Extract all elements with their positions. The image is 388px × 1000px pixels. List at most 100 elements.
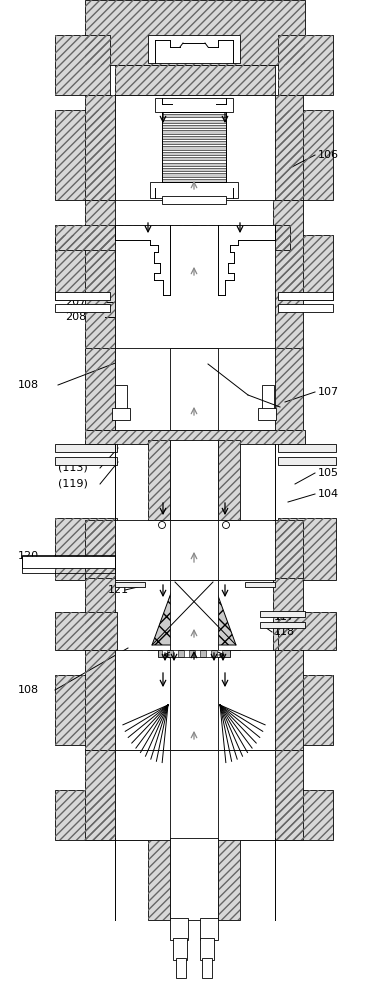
Bar bbox=[218, 440, 240, 520]
Bar bbox=[115, 225, 275, 350]
Text: 207: 207 bbox=[65, 297, 86, 307]
Bar bbox=[85, 750, 115, 840]
Bar bbox=[148, 838, 170, 920]
Bar bbox=[273, 750, 303, 840]
Bar bbox=[200, 938, 214, 960]
Bar bbox=[278, 304, 333, 312]
Bar bbox=[155, 98, 233, 112]
Bar bbox=[273, 520, 303, 580]
Bar bbox=[260, 622, 305, 628]
Bar bbox=[148, 650, 170, 750]
Bar bbox=[278, 35, 333, 95]
Bar bbox=[55, 292, 110, 300]
Bar bbox=[162, 168, 226, 171]
Bar bbox=[85, 0, 305, 65]
Bar bbox=[148, 35, 240, 63]
Bar bbox=[115, 750, 275, 840]
Bar bbox=[217, 650, 222, 657]
Bar bbox=[278, 292, 333, 300]
Bar bbox=[85, 650, 115, 750]
Bar bbox=[85, 520, 115, 580]
Bar bbox=[173, 938, 187, 960]
Bar bbox=[148, 750, 170, 840]
Bar bbox=[115, 520, 275, 580]
Bar bbox=[162, 650, 167, 657]
Bar bbox=[85, 95, 115, 200]
Text: (113): (113) bbox=[58, 463, 88, 473]
Bar bbox=[202, 958, 212, 978]
Text: (119): (119) bbox=[58, 479, 88, 489]
Bar bbox=[273, 750, 303, 840]
Text: 108: 108 bbox=[18, 380, 39, 390]
Bar bbox=[148, 650, 170, 750]
Bar bbox=[262, 385, 274, 410]
Bar bbox=[258, 408, 276, 420]
Text: 121: 121 bbox=[108, 585, 129, 595]
Bar bbox=[85, 348, 115, 430]
Bar bbox=[278, 612, 336, 650]
Bar bbox=[148, 440, 170, 520]
Bar bbox=[162, 152, 226, 155]
Bar bbox=[115, 348, 275, 430]
Bar bbox=[115, 65, 275, 95]
Bar bbox=[55, 518, 117, 580]
Bar bbox=[278, 518, 336, 580]
Circle shape bbox=[222, 522, 229, 528]
Bar bbox=[218, 520, 240, 580]
Polygon shape bbox=[152, 582, 236, 645]
Bar bbox=[162, 173, 226, 177]
Bar bbox=[158, 650, 230, 657]
Bar bbox=[162, 114, 226, 117]
Bar bbox=[170, 580, 218, 650]
Bar bbox=[55, 110, 110, 200]
Bar bbox=[85, 95, 115, 200]
Bar bbox=[278, 35, 333, 95]
Bar bbox=[112, 408, 130, 420]
Bar bbox=[148, 520, 170, 580]
Bar bbox=[148, 348, 170, 430]
Bar bbox=[55, 304, 110, 312]
Bar bbox=[162, 163, 226, 166]
Bar bbox=[273, 348, 303, 430]
Bar bbox=[173, 650, 178, 657]
Text: 106: 106 bbox=[318, 150, 339, 160]
Bar bbox=[22, 555, 115, 573]
Bar bbox=[85, 578, 115, 650]
Bar bbox=[85, 348, 115, 430]
Bar bbox=[55, 612, 117, 650]
Bar bbox=[278, 518, 336, 580]
Bar bbox=[273, 578, 303, 650]
Bar bbox=[170, 650, 218, 750]
Bar bbox=[55, 225, 290, 250]
Bar bbox=[55, 35, 110, 95]
Bar bbox=[278, 235, 333, 300]
Bar bbox=[218, 750, 240, 840]
Bar bbox=[162, 196, 226, 204]
Bar bbox=[195, 650, 200, 657]
Bar bbox=[273, 95, 303, 200]
Bar bbox=[85, 750, 115, 840]
Bar bbox=[162, 141, 226, 144]
Bar bbox=[85, 0, 305, 65]
Bar bbox=[85, 200, 115, 350]
Bar bbox=[245, 582, 275, 587]
Bar bbox=[148, 520, 170, 580]
Bar bbox=[170, 750, 218, 840]
Bar bbox=[273, 348, 303, 430]
Bar bbox=[148, 440, 170, 520]
Bar bbox=[273, 200, 303, 350]
Bar bbox=[218, 440, 240, 520]
Bar bbox=[218, 838, 240, 920]
Bar bbox=[162, 146, 226, 150]
Bar bbox=[206, 650, 211, 657]
Bar bbox=[55, 225, 290, 250]
Bar bbox=[162, 136, 226, 139]
Bar bbox=[55, 675, 120, 745]
Bar bbox=[218, 650, 240, 750]
Circle shape bbox=[159, 522, 166, 528]
Bar bbox=[278, 675, 333, 745]
Bar bbox=[170, 838, 218, 920]
Bar bbox=[22, 556, 115, 568]
Bar bbox=[278, 110, 333, 200]
Bar bbox=[115, 582, 145, 587]
